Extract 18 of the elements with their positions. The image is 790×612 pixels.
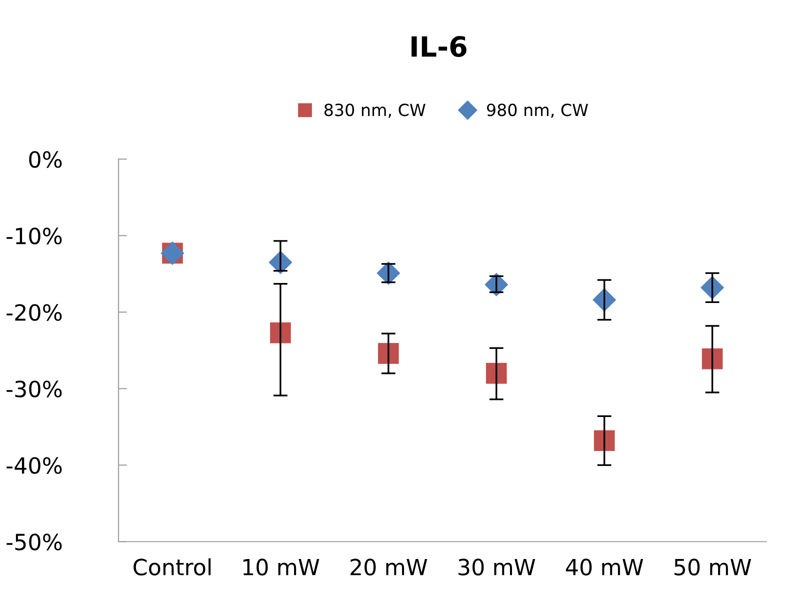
y-tick-label: -10% [6, 228, 62, 244]
x-tick-label: 20 mW [350, 558, 428, 576]
x-tick-label: 30 mW [458, 558, 536, 576]
y-tick-label: -30% [6, 380, 62, 398]
y-tick-label: -40% [6, 457, 62, 474]
point [594, 430, 615, 452]
chart-title: IL-6 [412, 36, 466, 58]
point [486, 362, 507, 384]
point [702, 348, 723, 370]
y-tick-label: -20% [6, 304, 62, 321]
legend-label: 830 nm, CW [324, 104, 426, 118]
y-tick-label: 0% [29, 151, 62, 168]
x-tick-label: Control [134, 558, 211, 576]
legend-label: 980 nm, CW [487, 104, 588, 118]
y-tick-label: -50% [6, 534, 62, 550]
x-tick-label: 10 mW [243, 558, 320, 576]
x-tick-label: 50 mW [674, 558, 752, 576]
x-tick-label: 40 mW [566, 558, 644, 576]
